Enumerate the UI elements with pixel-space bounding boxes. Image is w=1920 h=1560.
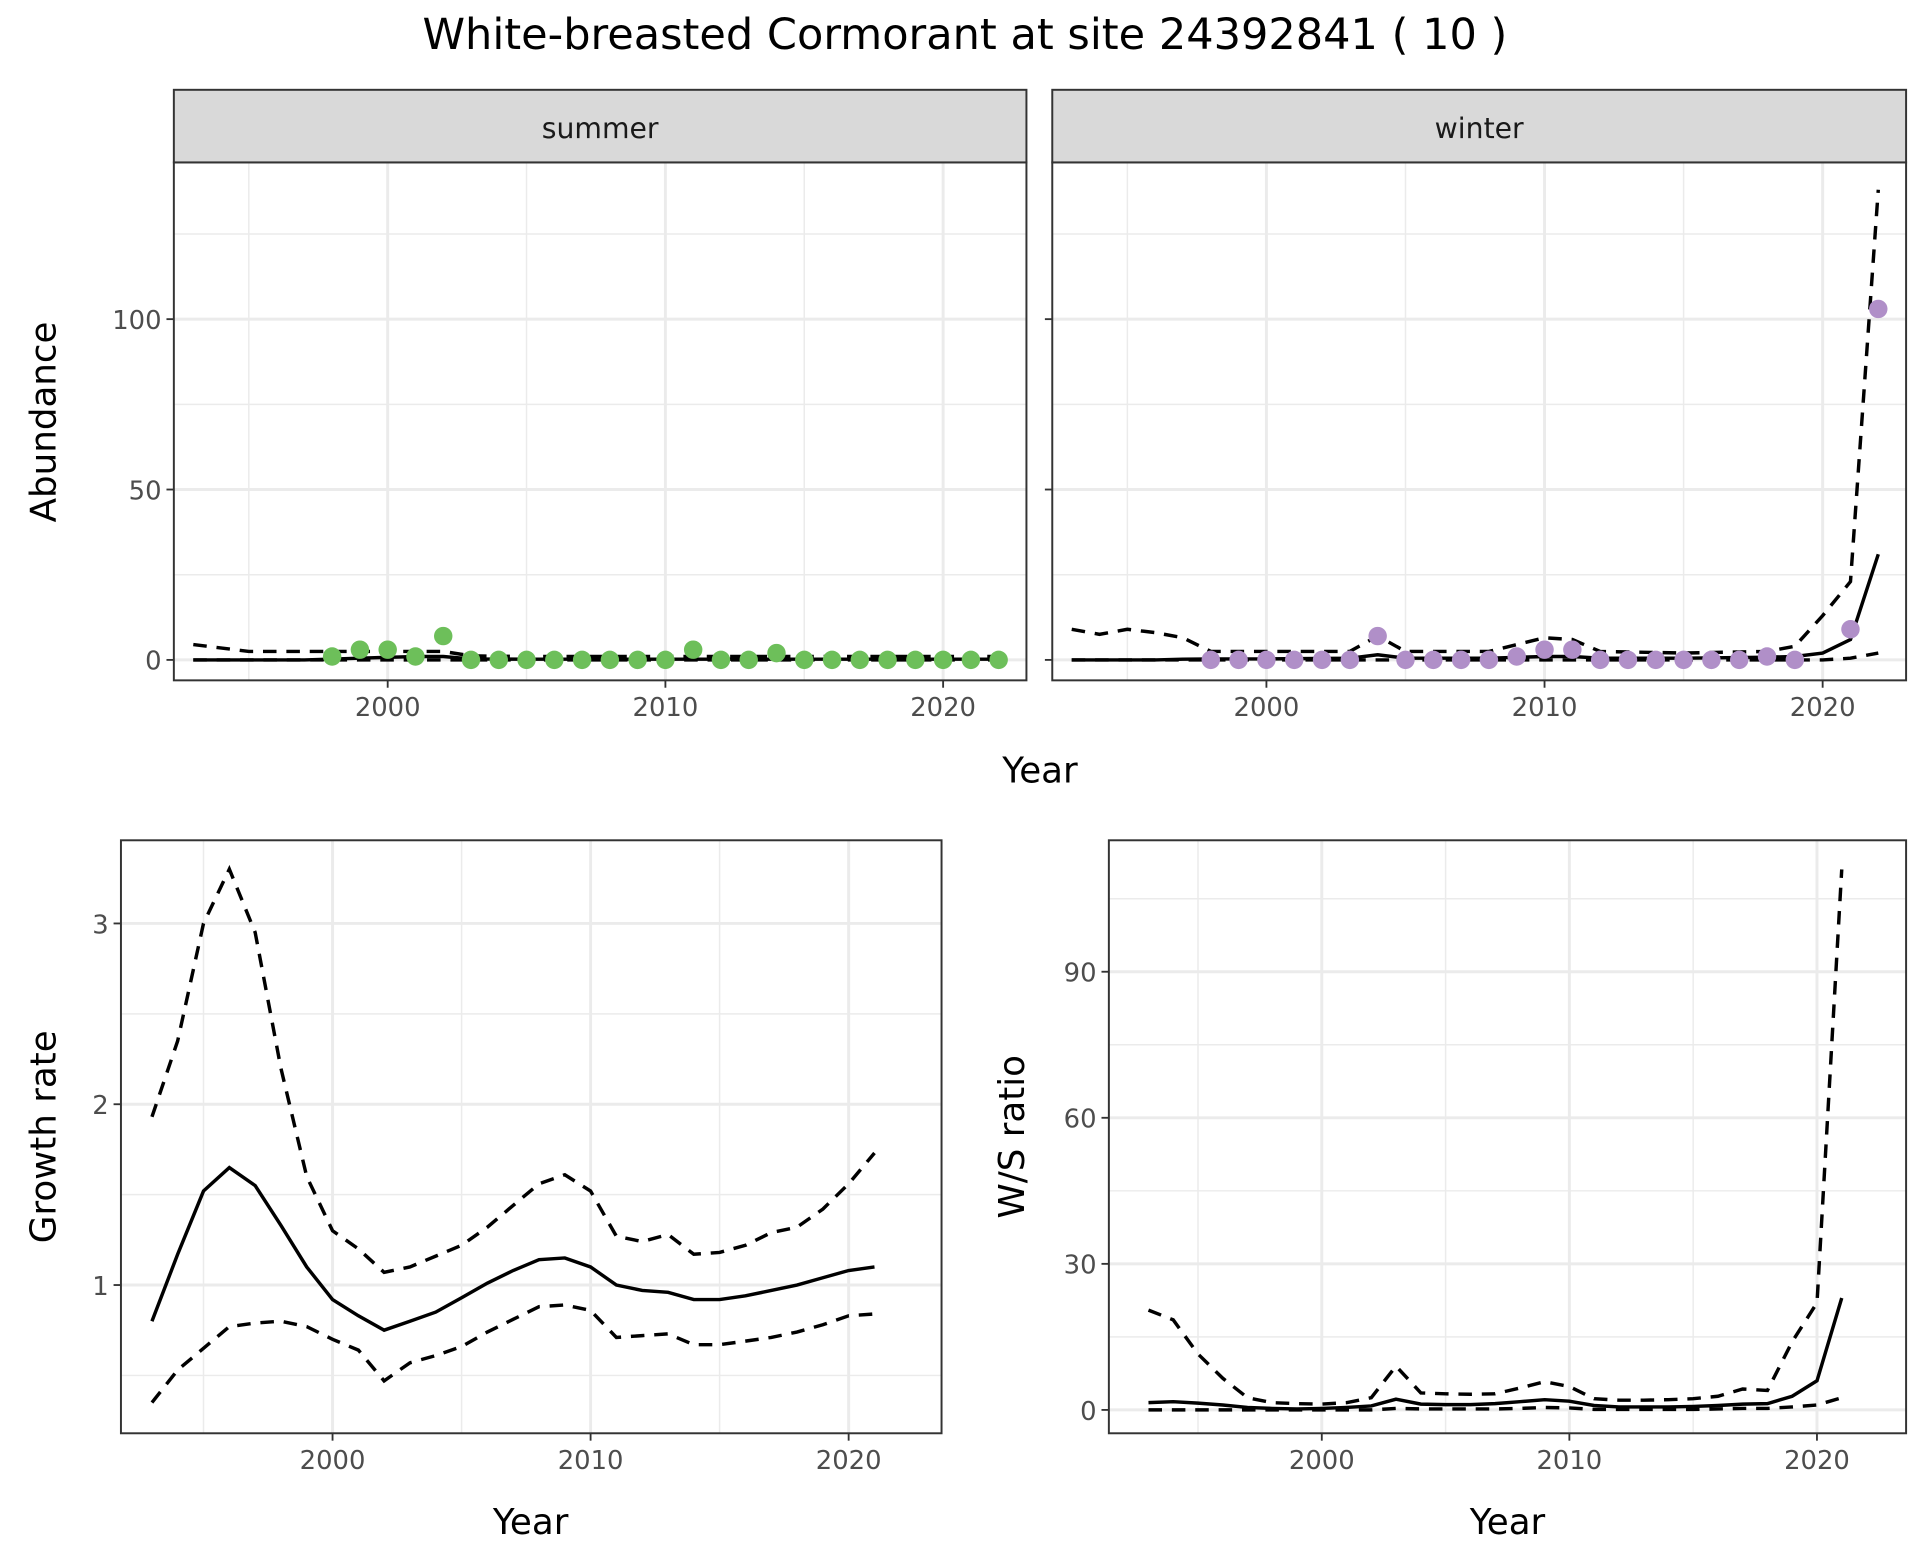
estimate-line (1148, 1297, 1844, 1411)
y-tick-label: 0 (1080, 1397, 1096, 1427)
x-tick-label: 2010 (1512, 693, 1578, 723)
chart-title: White-breasted Cormorant at site 2439284… (422, 10, 1507, 60)
data-point (683, 640, 703, 659)
data-point (711, 650, 731, 670)
data-point (600, 650, 620, 670)
data-point (1702, 650, 1721, 670)
data-point (1424, 650, 1443, 670)
data-point (322, 647, 342, 666)
data-point (517, 650, 536, 670)
plot-background (1052, 162, 1907, 681)
y-axis-label-growth: Growth rate (24, 1030, 65, 1243)
x-tick-label: 2010 (1537, 1446, 1603, 1476)
data-point (1396, 650, 1415, 670)
data-point (1563, 640, 1582, 659)
data-point (1590, 650, 1610, 670)
facet-strip (172, 88, 1028, 164)
data-point (1618, 650, 1638, 670)
data-point (1229, 650, 1248, 670)
data-point (1340, 650, 1360, 670)
data-point (350, 640, 370, 659)
data-point (1368, 626, 1387, 646)
y-tick-label: 30 (1064, 1251, 1097, 1281)
x-tick-label: 2010 (558, 1446, 624, 1476)
data-point (461, 650, 481, 670)
x-tick-label: 2020 (1790, 693, 1856, 723)
upper-bound-line (1071, 189, 1881, 655)
data-point (1479, 650, 1499, 670)
data-point (1646, 650, 1666, 670)
data-point (739, 650, 758, 670)
panel-border (1107, 839, 1908, 1435)
x-axis-label-growth: Year (492, 1502, 569, 1543)
facet-label-winter: winter (1435, 112, 1524, 145)
y-axis-label-ratio: W/S ratio (992, 1055, 1033, 1218)
x-tick-label: 2000 (300, 1446, 366, 1476)
upper-bound-line (1147, 869, 1844, 1406)
panel-summer: 2000 2010 2020 0 50 100 summer (112, 88, 1028, 723)
data-point (1201, 650, 1221, 670)
data-point (850, 650, 870, 670)
upper-bound-line (150, 864, 876, 1275)
panel-border (119, 839, 943, 1435)
data-point (767, 643, 786, 663)
lower-bound-line (150, 1303, 875, 1404)
data-point (489, 650, 509, 670)
data-point (1841, 620, 1860, 639)
x-axis-label-ratio: Year (1469, 1502, 1546, 1543)
data-point (961, 650, 981, 670)
data-point (572, 650, 592, 670)
y-tick-label: 100 (112, 306, 161, 336)
facet-label-summer: summer (542, 112, 659, 145)
data-point (822, 650, 842, 670)
plot-background (1108, 840, 1907, 1434)
y-tick-label: 60 (1064, 1105, 1097, 1135)
data-point (378, 640, 397, 659)
x-tick-label: 2020 (1784, 1446, 1850, 1476)
y-axis-label-abundance: Abundance (24, 322, 65, 523)
x-tick-label: 2020 (910, 693, 976, 723)
data-point (406, 647, 425, 666)
x-axis-label-top: Year (1001, 750, 1078, 791)
data-point (1507, 647, 1526, 666)
y-tick-label: 1 (92, 1272, 108, 1302)
data-point (1312, 650, 1332, 670)
data-point (1451, 650, 1471, 670)
data-point (1869, 299, 1888, 319)
data-point (1729, 650, 1749, 670)
data-point (1285, 650, 1304, 670)
y-tick-label: 50 (129, 476, 162, 506)
y-tick-label: 3 (92, 910, 108, 940)
x-tick-label: 2000 (1234, 693, 1300, 723)
data-point (933, 650, 953, 670)
x-tick-label: 2000 (355, 693, 421, 723)
data-point (1535, 640, 1554, 659)
plot-background (120, 840, 942, 1434)
facet-strip (1051, 88, 1908, 164)
data-point (1257, 650, 1276, 670)
y-tick-label: 0 (145, 647, 161, 677)
y-tick-label: 2 (92, 1091, 108, 1121)
y-tick-label: 90 (1064, 959, 1097, 989)
data-point (795, 650, 814, 670)
x-tick-label: 2020 (816, 1446, 882, 1476)
data-point (1785, 650, 1805, 670)
panel-w-s-ratio: 2000 2010 2020 0 30 60 90 (1064, 839, 1908, 1476)
data-point (434, 626, 453, 646)
data-point (628, 650, 647, 670)
data-point (906, 650, 925, 670)
data-point (1757, 647, 1777, 666)
data-point (989, 650, 1008, 670)
panel-winter: 2000 2010 2020 winter (1044, 88, 1908, 723)
panel-growth-rate: 2000 2010 2020 1 2 3 (92, 839, 943, 1476)
data-point (656, 650, 675, 670)
data-point (1674, 650, 1693, 670)
data-point (878, 650, 897, 670)
estimate-line (150, 1165, 875, 1333)
plot-background (173, 162, 1027, 681)
x-tick-label: 2010 (633, 693, 699, 723)
x-tick-label: 2000 (1289, 1446, 1355, 1476)
data-point (545, 650, 564, 670)
